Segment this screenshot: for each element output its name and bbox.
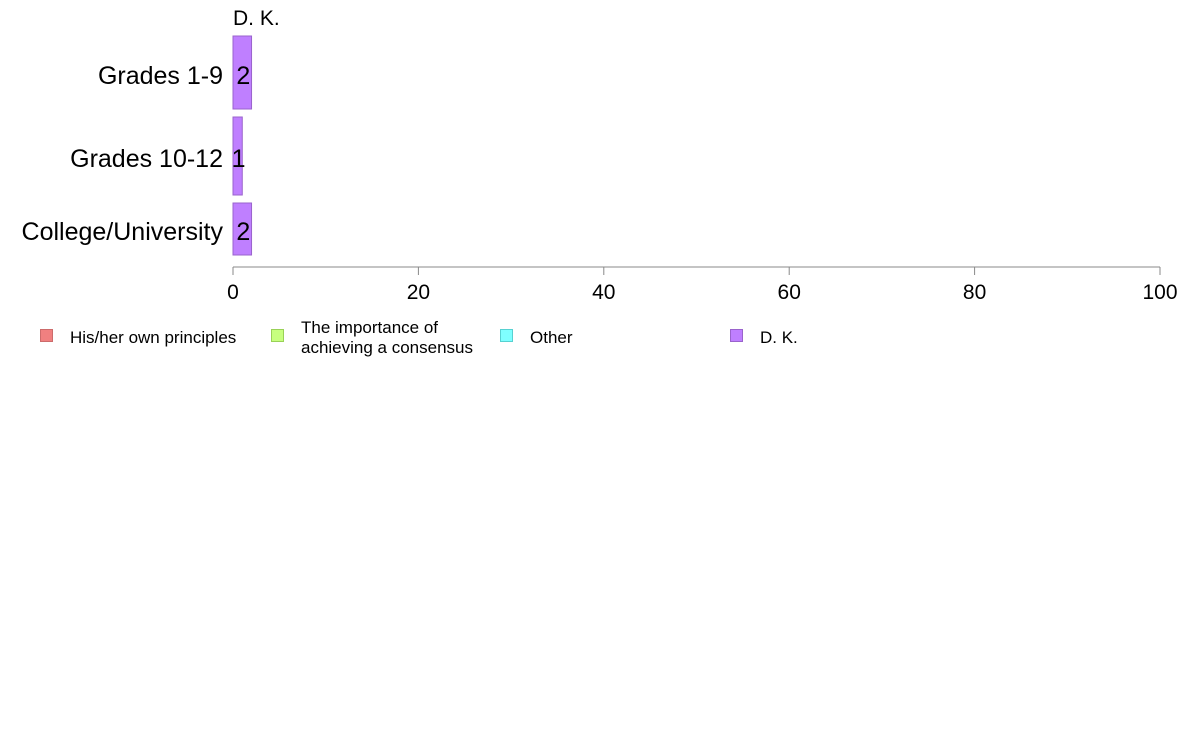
segment-header-label: D. K.	[233, 7, 280, 30]
legend: His/her own principles The importance of…	[40, 318, 1160, 362]
x-tick-label-40: 40	[592, 281, 615, 304]
data-label-grades-10-12: 1	[232, 145, 246, 173]
legend-swatch-other	[500, 329, 513, 342]
data-label-college-university: 2	[236, 218, 250, 246]
legend-label-own-principles: His/her own principles	[70, 328, 237, 347]
legend-item-consensus: The importance of achieving a consensus	[271, 318, 473, 358]
x-axis: 0 20 40 60 80 100	[227, 266, 1178, 304]
bar-grades-10-12-series-3	[232, 116, 243, 196]
legend-item-dk: D. K.	[730, 318, 798, 348]
legend-label-other: Other	[530, 328, 573, 347]
x-tick-label-60: 60	[778, 281, 801, 304]
bar-grades-1-9-series-3	[232, 35, 253, 110]
x-tick-label-100: 100	[1142, 281, 1177, 304]
legend-swatch-dk	[730, 329, 743, 342]
category-labels: Grades 1-9 Grades 10-12 College/University	[22, 62, 224, 246]
category-label-grades-10-12: Grades 10-12	[70, 145, 223, 173]
legend-swatch-consensus	[271, 329, 284, 342]
x-tick-label-0: 0	[227, 281, 239, 304]
legend-label-consensus: The importance of achieving a consensus	[301, 318, 474, 357]
data-label-grades-1-9: 2	[236, 62, 250, 90]
legend-label-dk: D. K.	[760, 328, 798, 347]
category-label-grades-1-9: Grades 1-9	[98, 62, 223, 90]
category-label-college-university: College/University	[22, 218, 224, 246]
legend-item-own-principles: His/her own principles	[40, 318, 236, 348]
x-tick-label-80: 80	[963, 281, 986, 304]
bars-layer: 2 1 2	[232, 35, 253, 256]
bar-college-university-series-3	[232, 202, 253, 256]
legend-item-other: Other	[500, 318, 573, 348]
legend-swatch-own-principles	[40, 329, 53, 342]
x-tick-label-20: 20	[407, 281, 430, 304]
